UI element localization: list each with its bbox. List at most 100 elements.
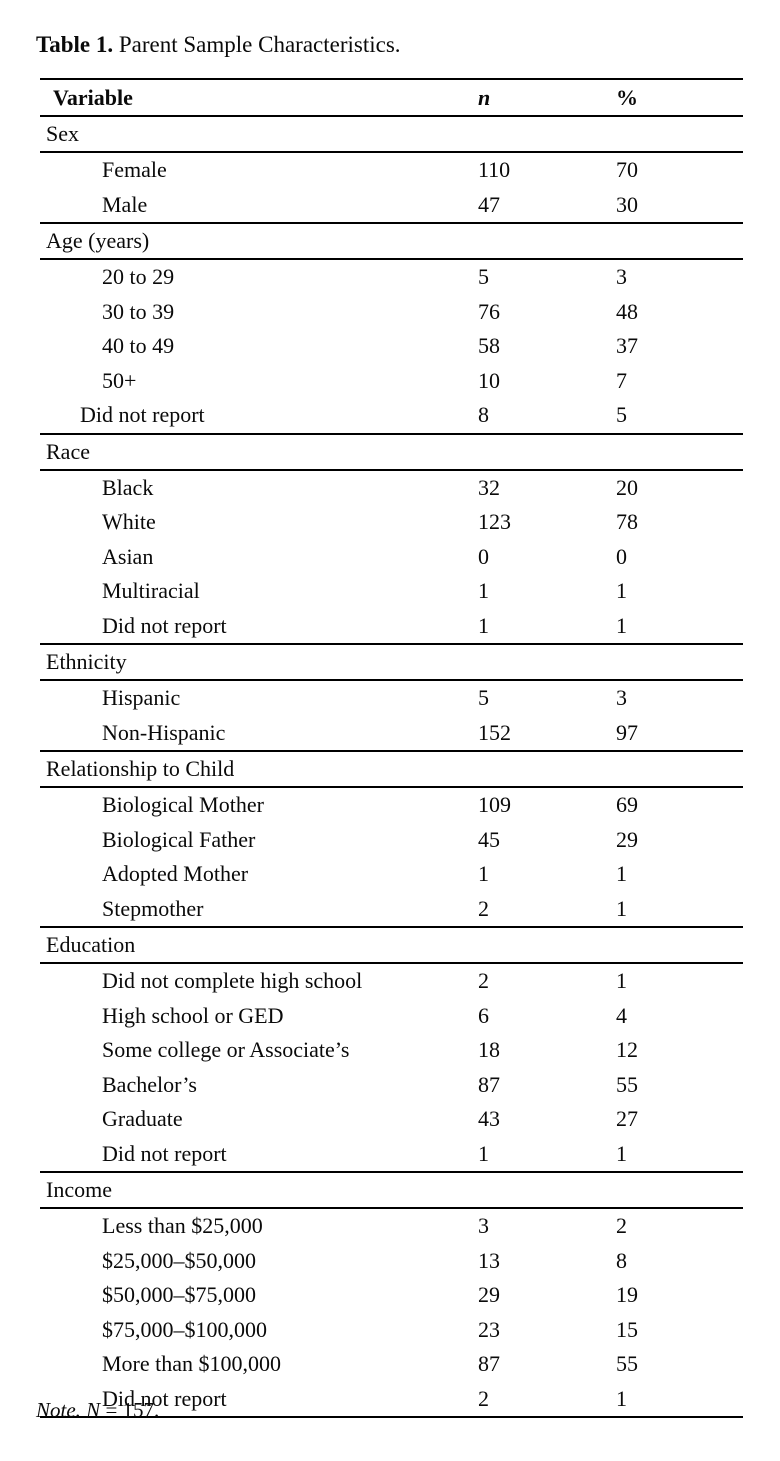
- row-percent-value: 37: [616, 333, 638, 359]
- note-value: = 157.: [100, 1398, 160, 1422]
- row-n-value: 32: [478, 474, 500, 500]
- row-label: Biological Mother: [102, 792, 264, 818]
- row-n-value: 13: [478, 1247, 500, 1273]
- section-rows: Black 32 20 White 123 78 Asian 0 0 Multiracial 1 1 D…: [40, 471, 743, 645]
- table-row: Stepmother 2 1: [40, 892, 743, 927]
- section-header: Age (years): [40, 224, 743, 260]
- row-percent-value: 78: [616, 509, 638, 535]
- row-n-value: 87: [478, 1351, 500, 1377]
- row-label: $75,000–$100,000: [102, 1316, 267, 1342]
- table-row: Did not report 2 1: [40, 1382, 743, 1417]
- column-header-n: n: [478, 84, 491, 110]
- row-percent-value: 1: [616, 968, 627, 994]
- row-label: Black: [102, 474, 154, 500]
- row-label: Some college or Associate’s: [102, 1037, 350, 1063]
- table-row: 50+ 10 7: [40, 364, 743, 399]
- row-n-value: 3: [478, 1213, 489, 1239]
- section-header: Race: [40, 435, 743, 471]
- row-n-value: 0: [478, 543, 489, 569]
- row-n-value: 110: [478, 157, 511, 183]
- row-percent-value: 70: [616, 157, 638, 183]
- row-percent-value: 20: [616, 474, 638, 500]
- row-n-value: 45: [478, 826, 500, 852]
- row-label: 50+: [102, 367, 137, 393]
- row-n-value: 29: [478, 1282, 500, 1308]
- row-label: Did not report: [102, 1140, 227, 1166]
- row-percent-value: 29: [616, 826, 638, 852]
- row-label: Non-Hispanic: [102, 719, 226, 745]
- row-percent-value: 69: [616, 792, 638, 818]
- table-row: Black 32 20: [40, 471, 743, 506]
- table-row: Some college or Associate’s 18 12: [40, 1033, 743, 1068]
- row-percent-value: 8: [616, 1247, 627, 1273]
- row-percent-value: 3: [616, 685, 627, 711]
- row-n-value: 18: [478, 1037, 500, 1063]
- table-row: Adopted Mother 1 1: [40, 857, 743, 892]
- row-label: $25,000–$50,000: [102, 1247, 256, 1273]
- table-row: Graduate 43 27: [40, 1102, 743, 1137]
- row-label: Did not report: [102, 1385, 227, 1411]
- row-percent-value: 3: [616, 264, 627, 290]
- table-title-text: Parent Sample Characteristics.: [113, 32, 401, 57]
- row-label: Stepmother: [102, 895, 204, 921]
- row-n-value: 1: [478, 612, 489, 638]
- row-n-value: 1: [478, 578, 489, 604]
- row-percent-value: 1: [616, 1385, 627, 1411]
- row-label: Graduate: [102, 1106, 183, 1132]
- table-row: Asian 0 0: [40, 540, 743, 575]
- table-row: 30 to 39 76 48: [40, 295, 743, 330]
- row-n-value: 47: [478, 191, 500, 217]
- table-note: Note. N = 157.: [36, 1398, 159, 1423]
- row-n-value: 58: [478, 333, 500, 359]
- row-n-value: 1: [478, 861, 489, 887]
- row-percent-value: 1: [616, 1140, 627, 1166]
- row-label: Did not report: [80, 402, 205, 428]
- table-row: Bachelor’s 87 55: [40, 1068, 743, 1103]
- row-percent-value: 15: [616, 1316, 638, 1342]
- row-label: Female: [102, 157, 167, 183]
- table-title: Table 1. Parent Sample Characteristics.: [36, 30, 401, 60]
- row-n-value: 152: [478, 719, 511, 745]
- section-header: Ethnicity: [40, 645, 743, 681]
- table-row: Less than $25,000 3 2: [40, 1209, 743, 1244]
- row-n-value: 87: [478, 1071, 500, 1097]
- row-label: Hispanic: [102, 685, 181, 711]
- section-header: Education: [40, 928, 743, 964]
- row-n-value: 2: [478, 1385, 489, 1411]
- row-percent-value: 5: [616, 402, 627, 428]
- row-label: High school or GED: [102, 1002, 284, 1028]
- table-row: Biological Mother 109 69: [40, 788, 743, 823]
- row-percent-value: 55: [616, 1351, 638, 1377]
- row-n-value: 76: [478, 298, 500, 324]
- section-rows: 20 to 29 5 3 30 to 39 76 48 40 to 49 58 37 50+ 10 7…: [40, 260, 743, 435]
- row-percent-value: 0: [616, 543, 627, 569]
- table-title-label: Table 1.: [36, 32, 114, 57]
- row-label: 20 to 29: [102, 264, 175, 290]
- row-n-value: 10: [478, 367, 500, 393]
- characteristics-table: Variable n % Sex Female 110 70 Male 47 30 Age (…: [40, 78, 743, 1418]
- column-header-percent: %: [616, 84, 638, 110]
- table-row: 40 to 49 58 37: [40, 329, 743, 364]
- row-n-value: 123: [478, 509, 511, 535]
- table-row: High school or GED 6 4: [40, 999, 743, 1034]
- note-n-symbol: N: [86, 1398, 101, 1422]
- row-percent-value: 1: [616, 578, 627, 604]
- row-label: Male: [102, 191, 148, 217]
- row-percent-value: 55: [616, 1071, 638, 1097]
- table-row: Did not report 1 1: [40, 609, 743, 644]
- table-row: Did not complete high school 2 1: [40, 964, 743, 999]
- row-n-value: 6: [478, 1002, 489, 1028]
- row-percent-value: 7: [616, 367, 627, 393]
- section-header: Sex: [40, 117, 743, 153]
- row-label: More than $100,000: [102, 1351, 282, 1377]
- row-label: Multiracial: [102, 578, 200, 604]
- table-row: White 123 78: [40, 505, 743, 540]
- row-n-value: 2: [478, 895, 489, 921]
- row-percent-value: 1: [616, 861, 627, 887]
- row-n-value: 1: [478, 1140, 489, 1166]
- row-n-value: 5: [478, 685, 489, 711]
- row-n-value: 5: [478, 264, 489, 290]
- row-percent-value: 27: [616, 1106, 638, 1132]
- row-n-value: 43: [478, 1106, 500, 1132]
- table-row: Biological Father 45 29: [40, 823, 743, 858]
